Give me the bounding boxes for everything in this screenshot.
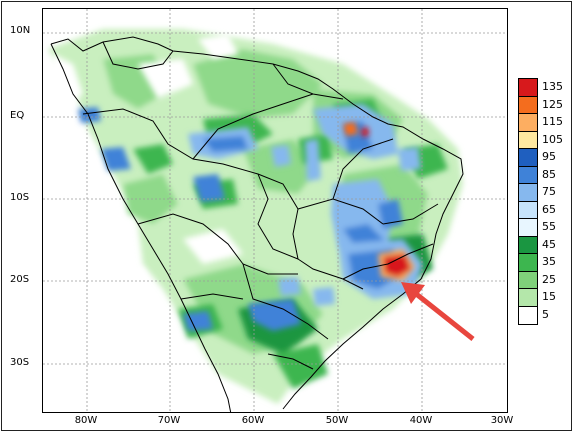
legend-swatch [519,289,537,307]
lat-lon-grid [43,9,507,412]
highlight-arrow [401,282,475,341]
legend-swatch [519,131,537,149]
lat-tick-label: 10N [10,25,31,36]
lon-tick-label: 60W [241,415,265,426]
legend-swatch [519,219,537,237]
color-legend [518,78,538,325]
lat-tick-label: 20S [10,274,30,285]
legend-label: 15 [542,290,556,303]
legend-label: 55 [542,220,556,233]
lon-tick-label: 70W [157,415,181,426]
lat-tick-label: 30S [10,357,30,368]
country-borders [50,36,464,412]
lat-tick-label: 10S [10,192,30,203]
legend-label: 5 [542,307,549,321]
precip-105-135-hotspot [343,122,415,281]
no-precip-areas [48,29,507,404]
lon-tick-label: 80W [74,415,98,426]
legend-swatch [519,306,537,324]
legend-label: 95 [542,150,556,163]
legend-label: 25 [542,272,556,286]
lon-tick-label: 50W [325,415,349,426]
legend-swatch [519,254,537,272]
legend-label: 45 [542,237,556,251]
precipitation-map [43,9,507,412]
legend-swatch [519,166,537,184]
lat-tick-label: EQ [10,110,25,121]
legend-label: 35 [542,255,556,268]
legend-label: 115 [542,115,563,128]
legend-swatch [519,96,537,114]
legend-swatch [519,271,537,289]
legend-swatch [519,114,537,132]
legend-label: 85 [542,167,556,181]
legend-label: 135 [542,80,563,93]
lon-tick-label: 30W [490,415,514,426]
legend-swatch [519,149,537,167]
legend-label: 125 [542,97,563,111]
legend-label: 65 [542,202,556,216]
lon-tick-label: 40W [409,415,433,426]
legend-swatch [519,184,537,202]
legend-swatch [519,236,537,254]
map-area [42,8,508,413]
legend-label: 75 [542,185,556,198]
legend-label: 105 [542,132,563,146]
legend-swatch [519,201,537,219]
legend-swatch [519,79,537,97]
